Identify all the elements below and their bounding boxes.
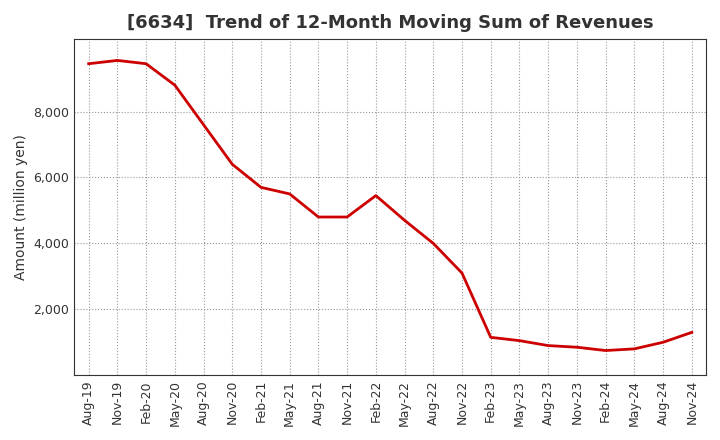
Y-axis label: Amount (million yen): Amount (million yen): [14, 134, 28, 280]
Title: [6634]  Trend of 12-Month Moving Sum of Revenues: [6634] Trend of 12-Month Moving Sum of R…: [127, 14, 654, 32]
